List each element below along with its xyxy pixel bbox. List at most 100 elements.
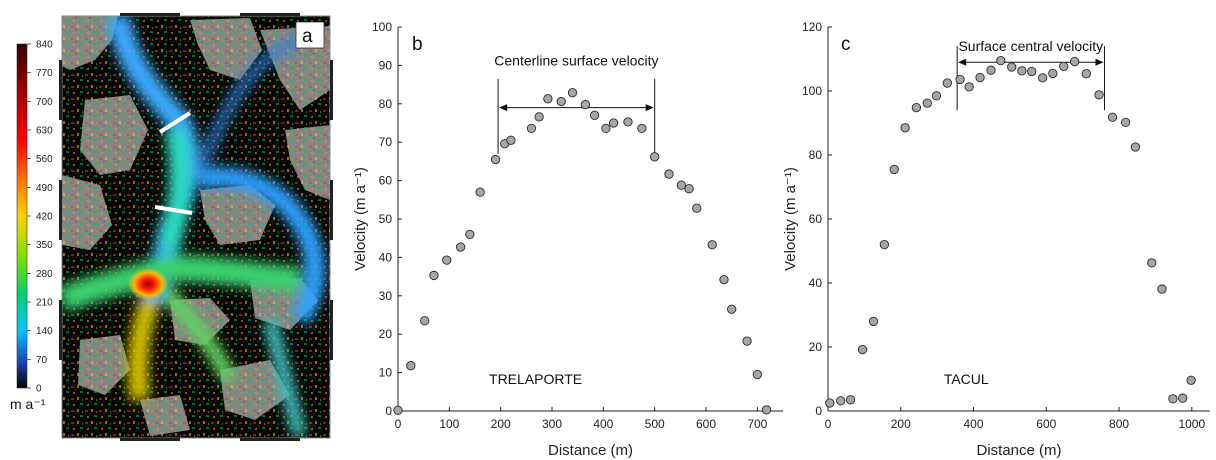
data-point [879, 239, 890, 250]
velocity-map: a [59, 13, 333, 441]
data-point [955, 74, 965, 85]
panel-a-label: a [302, 26, 313, 47]
data-point [637, 123, 647, 134]
x-tick-label: 1000 [1178, 417, 1205, 431]
data-point [1147, 258, 1157, 268]
data-point [727, 304, 737, 314]
data-point [931, 91, 942, 101]
data-point [707, 240, 717, 250]
colorbar-tick-label: 770 [36, 68, 53, 79]
y-tick-label: 80 [809, 148, 823, 162]
glacier-flow [62, 16, 325, 438]
x-tick-label: 400 [964, 417, 984, 431]
data-point [601, 123, 611, 134]
annotation-arrowhead-left [958, 58, 967, 66]
data-point [556, 96, 566, 107]
map-content [62, 16, 330, 438]
data-point [455, 242, 466, 252]
data-point [742, 336, 752, 346]
data-point [986, 65, 996, 75]
site-label: TACUL [944, 371, 989, 387]
data-point [845, 395, 856, 405]
data-point [623, 117, 633, 127]
data-point [1048, 68, 1058, 79]
data-point [506, 135, 516, 145]
colorbar-tick-label: 140 [36, 326, 53, 337]
x-tick-label: 700 [747, 417, 767, 431]
x-tick-label: 600 [696, 417, 716, 431]
data-point [534, 112, 544, 122]
data-point [719, 275, 729, 285]
x-axis-label: Distance (m) [976, 442, 1061, 459]
y-tick-label: 60 [379, 174, 393, 188]
data-point [1070, 56, 1080, 67]
data-point [889, 164, 899, 175]
y-axis-label: Velocity (m a⁻¹) [782, 167, 799, 271]
data-point [1186, 375, 1196, 385]
colorbar-tick-label: 560 [36, 154, 53, 165]
data-point [589, 110, 600, 120]
colorbar-tick-label: 490 [36, 183, 53, 194]
data-point [543, 94, 553, 104]
data-point [406, 361, 416, 371]
panel-c-label: c [841, 34, 851, 55]
data-point [942, 78, 952, 88]
data-point [465, 229, 475, 240]
data-point [1017, 66, 1027, 76]
data-point [420, 316, 430, 326]
annotation-arrowhead-right [645, 104, 654, 112]
data-point [1120, 117, 1131, 128]
data-point [1168, 394, 1178, 404]
site-label: TRELAPORTE [489, 371, 582, 387]
hotspot [128, 268, 168, 300]
colorbar-tick-label: 280 [36, 269, 53, 280]
data-point [1094, 90, 1104, 100]
y-tick-label: 40 [379, 250, 393, 264]
y-tick-label: 90 [379, 58, 393, 72]
chart-c: c 0 20 40 60 80 100 120 0 200 400 600 800 1000 Distan… [782, 20, 1210, 459]
x-tick-label: 0 [825, 417, 832, 431]
colorbar-tick-label: 0 [36, 384, 42, 395]
data-point [567, 88, 578, 98]
y-tick-label: 50 [379, 212, 393, 226]
data-point [857, 344, 868, 355]
y-tick-label: 120 [802, 20, 822, 34]
annotation-label: Surface central velocity [958, 38, 1103, 54]
data-point [490, 154, 501, 165]
data-point [996, 55, 1006, 66]
data-point [526, 123, 537, 134]
colorbar-tick-label: 700 [36, 97, 53, 108]
annotation-arrowhead-left [499, 104, 508, 112]
data-point [1157, 284, 1167, 294]
colorbar-tick-label: 70 [36, 355, 48, 366]
y-tick-label: 100 [802, 84, 822, 98]
y-axis-label: Velocity (m a⁻¹) [352, 167, 369, 271]
x-tick-label: 200 [891, 417, 911, 431]
y-tick-label: 60 [809, 212, 823, 226]
x-tick-label: 100 [439, 417, 459, 431]
y-tick-label: 20 [379, 327, 393, 341]
colorbar-tick-label: 350 [36, 240, 53, 251]
data-point [868, 316, 879, 327]
y-tick-label: 40 [809, 276, 823, 290]
annotation-label: Centerline surface velocity [494, 52, 658, 68]
x-tick-label: 800 [1109, 417, 1129, 431]
x-tick-label: 200 [491, 417, 511, 431]
transect-trelaporte [158, 111, 192, 134]
data-point [580, 99, 591, 110]
y-tick-label: 30 [379, 289, 393, 303]
data-point [922, 98, 932, 108]
colorbar-tick-label: 630 [36, 126, 53, 137]
data-point [1059, 61, 1069, 72]
data-point [1081, 69, 1091, 79]
annotation-arrowhead-right [1095, 58, 1104, 66]
data-point [964, 82, 974, 92]
x-tick-label: 400 [593, 417, 613, 431]
data-point [1178, 393, 1188, 403]
colorbar-tick-label: 840 [36, 40, 53, 51]
y-tick-label: 20 [809, 340, 823, 354]
x-tick-label: 500 [645, 417, 665, 431]
data-point [692, 203, 702, 213]
